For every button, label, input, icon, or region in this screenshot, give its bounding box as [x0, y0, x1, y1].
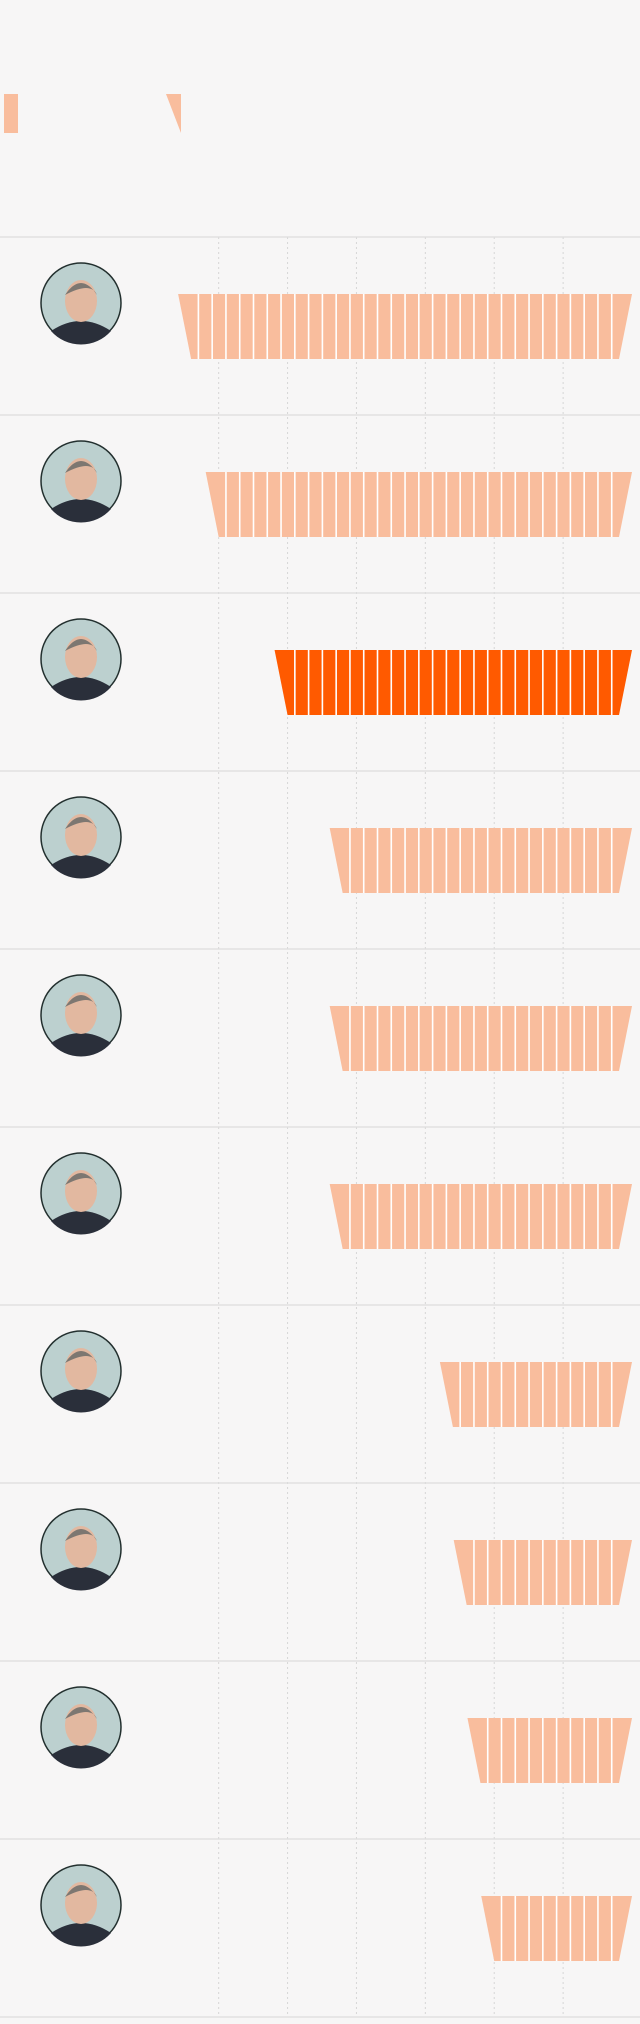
portrait-hair — [65, 461, 97, 473]
portrait-body — [51, 1033, 111, 1057]
portrait-body — [51, 321, 111, 345]
portrait-body — [51, 855, 111, 879]
bar — [329, 1184, 632, 1249]
portrait-body — [51, 1745, 111, 1769]
portrait — [40, 440, 122, 523]
legend — [4, 94, 181, 133]
portrait — [40, 1152, 122, 1235]
bar — [274, 650, 632, 715]
bar — [329, 1006, 632, 1071]
portrait — [40, 796, 122, 879]
portrait-body — [51, 677, 111, 701]
portrait — [40, 262, 122, 345]
portrait — [40, 618, 122, 701]
portrait-hair — [65, 995, 97, 1007]
bar — [329, 828, 632, 893]
bar — [439, 1362, 632, 1427]
portrait — [40, 1330, 122, 1413]
legend-swatch — [4, 94, 18, 133]
portrait-body — [51, 499, 111, 523]
portrait-body — [51, 1211, 111, 1235]
portrait-hair — [65, 1173, 97, 1185]
portrait — [40, 1508, 122, 1591]
portrait-hair — [65, 1529, 97, 1541]
portrait-hair — [65, 1885, 97, 1897]
portrait-hair — [65, 283, 97, 295]
portrait-hair — [65, 1351, 97, 1363]
portrait-body — [51, 1567, 111, 1591]
bar — [467, 1718, 632, 1783]
portrait — [40, 974, 122, 1057]
legend-slant — [166, 94, 181, 133]
portrait-body — [51, 1923, 111, 1947]
portrait-hair — [65, 1707, 97, 1719]
portrait-body — [51, 1389, 111, 1413]
portrait — [40, 1686, 122, 1769]
portrait-hair — [65, 639, 97, 651]
portrait — [40, 1864, 122, 1947]
portrait-hair — [65, 817, 97, 829]
